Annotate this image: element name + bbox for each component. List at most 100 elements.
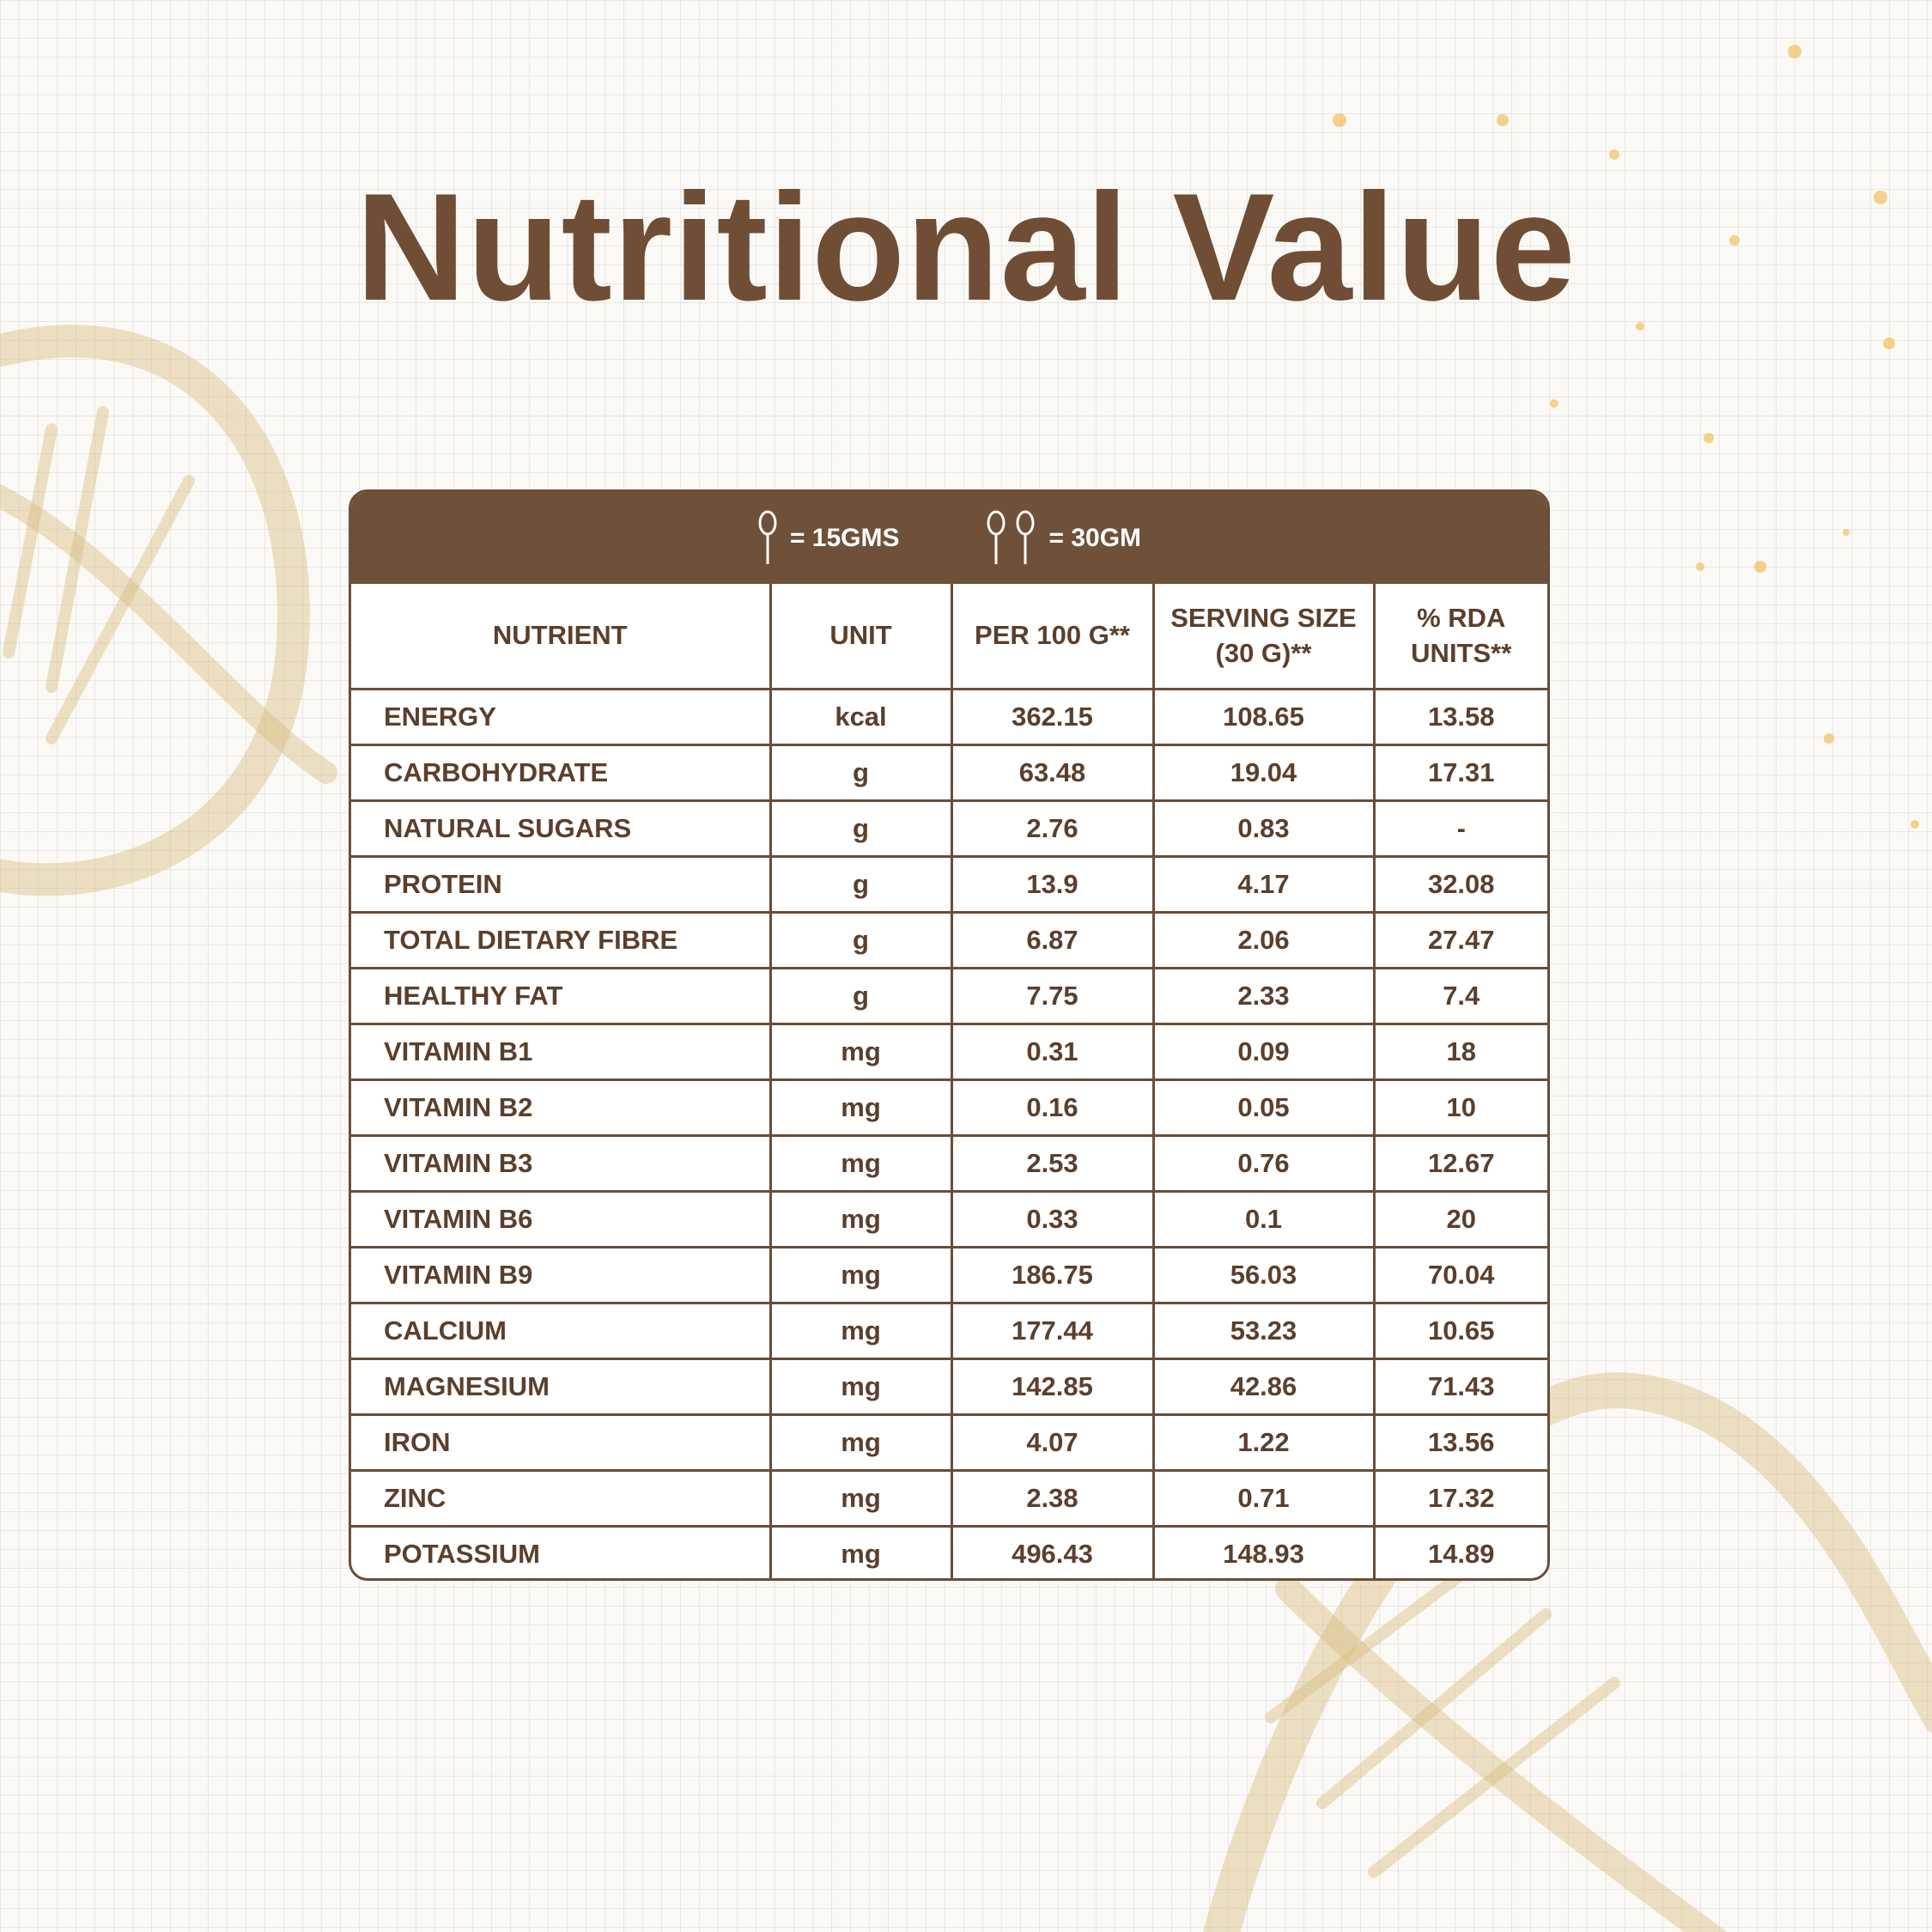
cell: 0.31 [950, 1023, 1155, 1081]
serving-label: = 30GM [1048, 523, 1142, 552]
cell: 63.48 [950, 744, 1155, 802]
cell: 0.83 [1151, 799, 1376, 858]
table-row: VITAMIN B3 mg 2.53 0.76 12.67 [351, 1134, 1547, 1193]
cell: 0.09 [1151, 1023, 1376, 1081]
nutrition-card: = 15GMS = 30GM NUTRIENT UNIT PER 100 G** SE… [349, 489, 1550, 1581]
cell: 32.08 [1372, 855, 1547, 914]
cell: 20 [1372, 1190, 1547, 1249]
cell: 18 [1372, 1023, 1547, 1081]
cell: 7.4 [1372, 967, 1547, 1025]
cell: 2.53 [950, 1134, 1155, 1193]
nutrient-name: VITAMIN B3 [351, 1134, 772, 1193]
table-row: POTASSIUM mg 496.43 148.93 14.89 [351, 1525, 1547, 1578]
cell: 496.43 [950, 1525, 1155, 1578]
nutrient-name: PROTEIN [351, 855, 772, 914]
cell: 1.22 [1151, 1413, 1376, 1472]
cell: 0.76 [1151, 1134, 1376, 1193]
cell: mg [769, 1358, 953, 1416]
cell: 0.1 [1151, 1190, 1376, 1249]
table-row: ENERGY kcal 362.15 108.65 13.58 [351, 688, 1547, 746]
cell: g [769, 799, 953, 858]
table-row: CALCIUM mg 177.44 53.23 10.65 [351, 1302, 1547, 1360]
cell: 2.06 [1151, 911, 1376, 969]
spoon-icon [758, 510, 777, 564]
cell: 0.71 [1151, 1469, 1376, 1528]
nutrient-name: POTASSIUM [351, 1525, 772, 1578]
column-header: PER 100 G** [950, 584, 1155, 690]
cell: g [769, 967, 953, 1025]
cell: 148.93 [1151, 1525, 1376, 1578]
cell: 10 [1372, 1078, 1547, 1137]
cell: kcal [769, 688, 953, 746]
table-row: IRON mg 4.07 1.22 13.56 [351, 1413, 1547, 1472]
cell: 7.75 [950, 967, 1155, 1025]
serving-item: = 30GM [986, 509, 1142, 568]
cell: mg [769, 1525, 953, 1578]
cell: 10.65 [1372, 1302, 1547, 1360]
cell: 53.23 [1151, 1302, 1376, 1360]
cell: 13.58 [1372, 688, 1547, 746]
cell: 2.38 [950, 1469, 1155, 1528]
cell: mg [769, 1302, 953, 1360]
cell: 108.65 [1151, 688, 1376, 746]
nutrient-name: ZINC [351, 1469, 772, 1528]
cell: 42.86 [1151, 1358, 1376, 1416]
column-header: % RDA UNITS** [1372, 584, 1547, 690]
table-row: VITAMIN B1 mg 0.31 0.09 18 [351, 1023, 1547, 1081]
cell: 186.75 [950, 1246, 1155, 1304]
cell: g [769, 855, 953, 914]
serving-bar: = 15GMS = 30GM [351, 492, 1547, 584]
cell: 71.43 [1372, 1358, 1547, 1416]
cell: 0.16 [950, 1078, 1155, 1137]
cell: 13.56 [1372, 1413, 1547, 1472]
cell: 12.67 [1372, 1134, 1547, 1193]
cell: 6.87 [950, 911, 1155, 969]
spoon-icon [987, 510, 1034, 564]
serving-label: = 15GMS [789, 523, 900, 552]
nutrient-name: VITAMIN B2 [351, 1078, 772, 1137]
nutrient-name: NATURAL SUGARS [351, 799, 772, 858]
cell: 14.89 [1372, 1525, 1547, 1578]
cell: 2.33 [1151, 967, 1376, 1025]
serving-item: = 15GMS [757, 509, 900, 568]
nutrient-name: TOTAL DIETARY FIBRE [351, 911, 772, 969]
cell: 142.85 [950, 1358, 1155, 1416]
cell: 362.15 [950, 688, 1155, 746]
header-row: NUTRIENT UNIT PER 100 G** SERVING SIZE (30 … [351, 584, 1547, 690]
nutrient-name: CALCIUM [351, 1302, 772, 1360]
table-row: NATURAL SUGARS g 2.76 0.83- [351, 799, 1547, 858]
table-row: PROTEIN g 13.9 4.17 32.08 [351, 855, 1547, 914]
page-title: Nutritional Value [355, 161, 1577, 332]
table-row: VITAMIN B6 mg 0.33 0.1 20 [351, 1190, 1547, 1249]
cell: 2.76 [950, 799, 1155, 858]
nutrient-name: VITAMIN B9 [351, 1246, 772, 1304]
cell: mg [769, 1413, 953, 1472]
cell: - [1372, 799, 1547, 858]
column-header: UNIT [769, 584, 953, 690]
cell: mg [769, 1246, 953, 1304]
table-row: TOTAL DIETARY FIBRE g 6.87 2.06 27.47 [351, 911, 1547, 969]
table-row: VITAMIN B9 mg 186.75 56.03 70.04 [351, 1246, 1547, 1304]
cell: mg [769, 1134, 953, 1193]
column-header: SERVING SIZE (30 G)** [1151, 584, 1376, 690]
nutrient-name: ENERGY [351, 688, 772, 746]
cell: 4.17 [1151, 855, 1376, 914]
cell: g [769, 911, 953, 969]
nutrient-name: MAGNESIUM [351, 1358, 772, 1416]
cell: 4.07 [950, 1413, 1155, 1472]
table-row: VITAMIN B2 mg 0.16 0.05 10 [351, 1078, 1547, 1137]
nutrient-name: VITAMIN B6 [351, 1190, 772, 1249]
nutrition-table: NUTRIENT UNIT PER 100 G** SERVING SIZE (30 … [351, 584, 1547, 1578]
table-row: CARBOHYDRATE g 63.48 19.04 17.31 [351, 744, 1547, 802]
cell: mg [769, 1469, 953, 1528]
cell: 27.47 [1372, 911, 1547, 969]
cell: 17.32 [1372, 1469, 1547, 1528]
nutrient-name: VITAMIN B1 [351, 1023, 772, 1081]
table-row: HEALTHY FAT g 7.75 2.33 7.4 [351, 967, 1547, 1025]
nutrient-name: IRON [351, 1413, 772, 1472]
cell: 177.44 [950, 1302, 1155, 1360]
cell: 13.9 [950, 855, 1155, 914]
